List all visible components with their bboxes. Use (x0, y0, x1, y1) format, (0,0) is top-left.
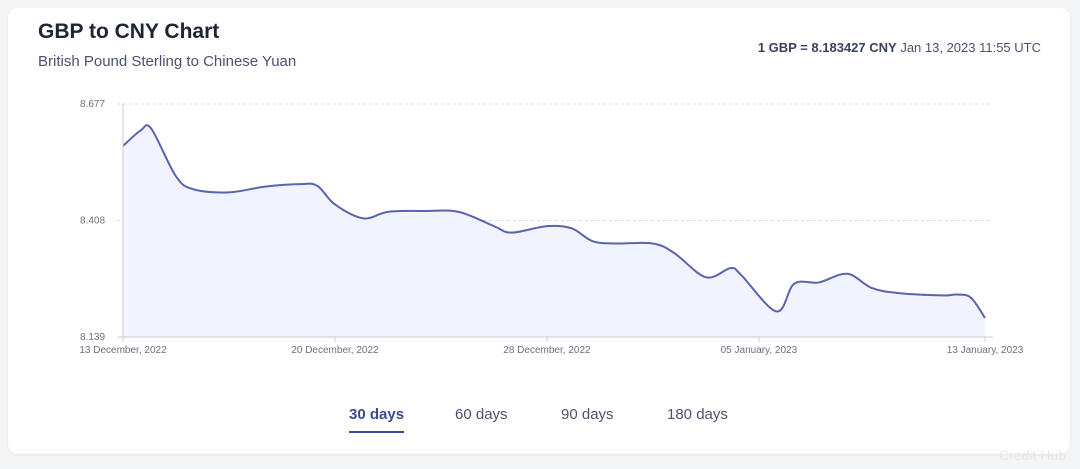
tab-90-days[interactable]: 90 days (561, 406, 614, 423)
rate-value: 1 GBP = 8.183427 CNY (757, 40, 897, 55)
x-tick-labels: 13 December, 2022 20 December, 2022 28 Dec… (79, 337, 1024, 356)
chart-subtitle: British Pound Sterling to Chinese Yuan (38, 53, 297, 70)
x-tick-label: 28 December, 2022 (503, 345, 591, 356)
watermark: Credit Hub (999, 447, 1066, 463)
chart-title: GBP to CNY Chart (38, 20, 220, 43)
rate-timestamp: Jan 13, 2023 11:55 UTC (900, 40, 1041, 55)
series-area (123, 125, 985, 337)
x-tick-label: 13 January, 2023 (947, 345, 1024, 356)
x-tick-label: 13 December, 2022 (79, 345, 167, 356)
tab-180-days[interactable]: 180 days (667, 406, 728, 423)
series-line[interactable] (122, 124, 986, 319)
y-tick-label: 8.139 (80, 332, 105, 343)
tab-60-days[interactable]: 60 days (455, 406, 508, 423)
axes (117, 104, 993, 341)
y-tick-label: 8.677 (80, 99, 105, 110)
y-tick-labels: 8.677 8.408 8.139 (80, 99, 105, 343)
y-tick-label: 8.408 (80, 216, 105, 227)
tab-30-days[interactable]: 30 days (349, 406, 405, 433)
x-tick-label: 20 December, 2022 (291, 345, 379, 356)
x-tick-label: 05 January, 2023 (721, 345, 798, 356)
current-rate: 1 GBP = 8.183427 CNY Jan 13, 2023 11:55 … (758, 40, 1041, 55)
